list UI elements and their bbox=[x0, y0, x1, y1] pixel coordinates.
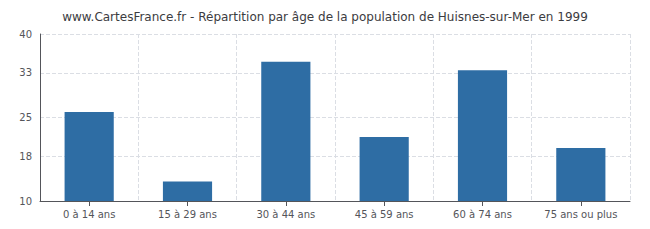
svg-text:30 à 44 ans: 30 à 44 ans bbox=[256, 209, 315, 220]
svg-text:10: 10 bbox=[19, 196, 32, 207]
svg-text:18: 18 bbox=[19, 151, 32, 162]
svg-text:www.CartesFrance.fr - Répartit: www.CartesFrance.fr - Répartition par âg… bbox=[62, 10, 588, 24]
svg-text:25: 25 bbox=[19, 112, 32, 123]
svg-text:75 ans ou plus: 75 ans ou plus bbox=[544, 209, 617, 220]
svg-text:33: 33 bbox=[19, 67, 32, 78]
svg-text:40: 40 bbox=[19, 29, 32, 40]
svg-text:15 à 29 ans: 15 à 29 ans bbox=[158, 209, 217, 220]
svg-text:0 à 14 ans: 0 à 14 ans bbox=[63, 209, 115, 220]
svg-text:60 à 74 ans: 60 à 74 ans bbox=[453, 209, 512, 220]
svg-text:45 à 59 ans: 45 à 59 ans bbox=[355, 209, 414, 220]
